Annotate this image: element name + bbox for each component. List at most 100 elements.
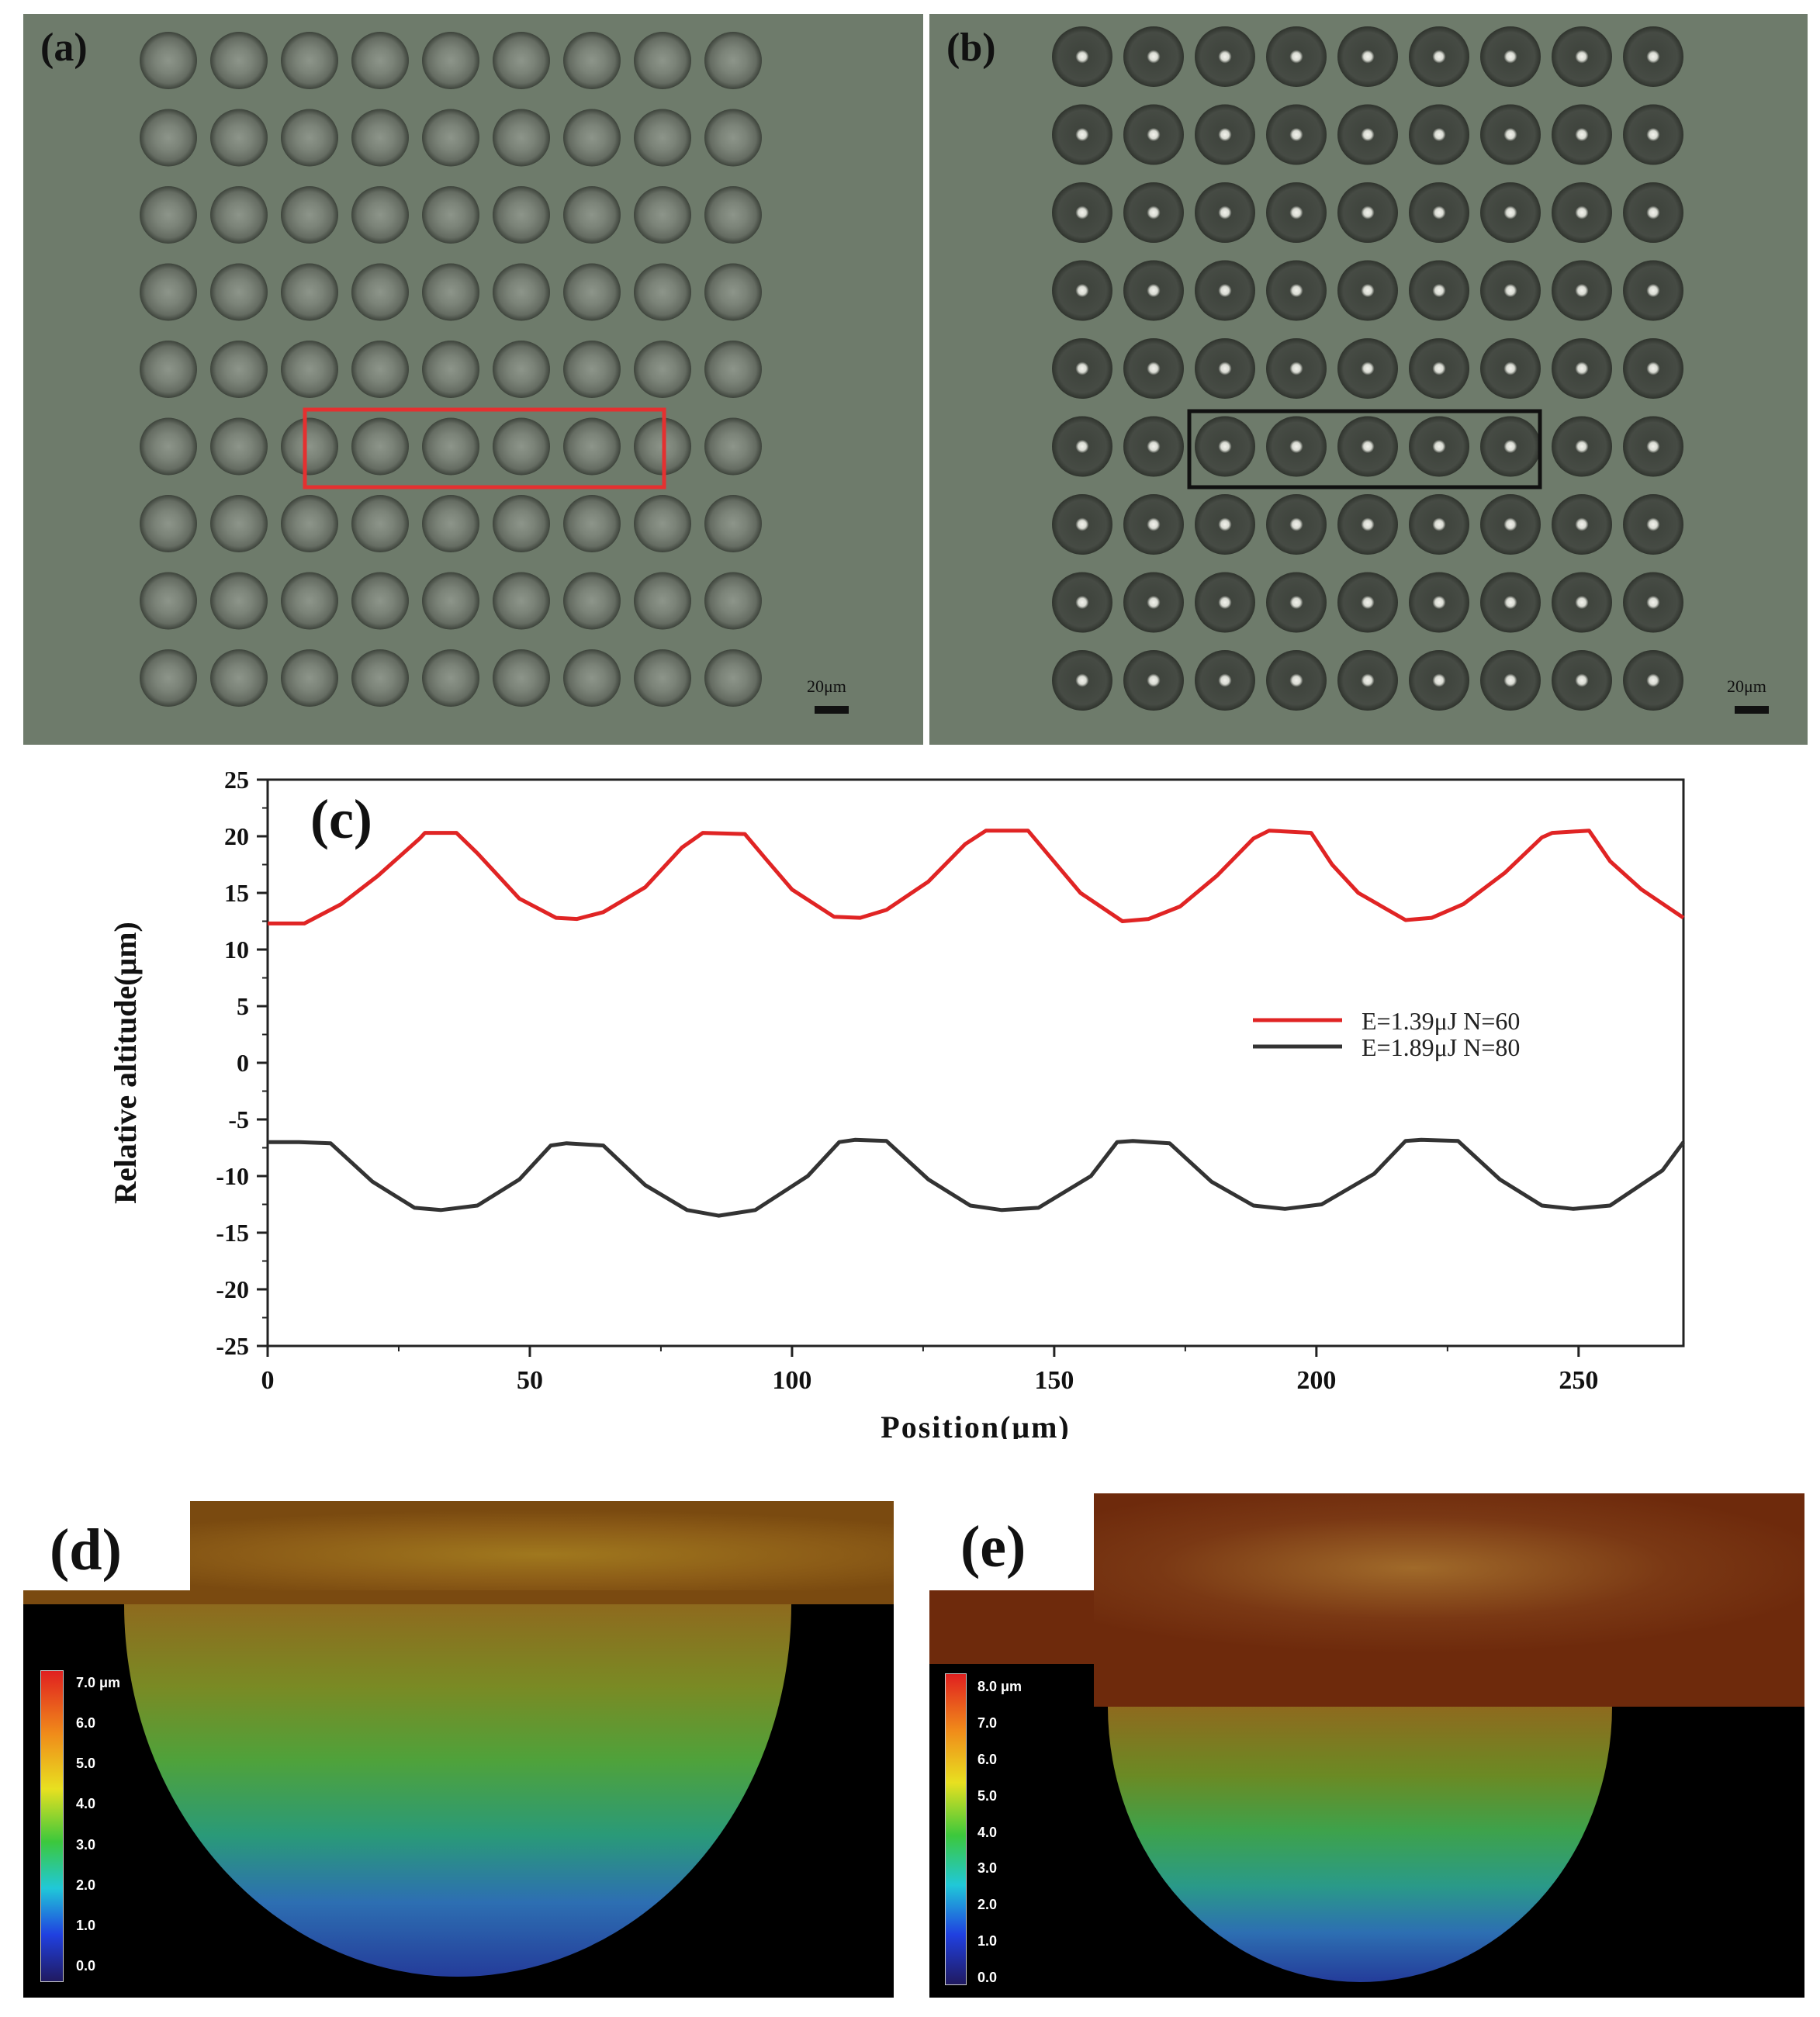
microlens <box>1480 104 1541 165</box>
microlens <box>1409 182 1469 243</box>
scale-bar-a <box>815 706 849 714</box>
microlens <box>281 109 338 167</box>
microlens <box>1409 494 1469 555</box>
microlens <box>563 572 621 630</box>
microlens <box>422 572 479 630</box>
microlens <box>281 341 338 398</box>
microlens <box>1266 260 1327 321</box>
colorbar-tick-label: 6.0 <box>76 1715 96 1732</box>
microlens <box>493 263 550 321</box>
y-tick-label: 0 <box>237 1049 249 1077</box>
microlens <box>210 417 268 476</box>
microlens <box>1552 260 1612 321</box>
colorbar-tick-label: 8.0 μm <box>977 1679 1022 1694</box>
microlens <box>422 649 479 707</box>
microlens <box>493 341 550 398</box>
colorbar-tick-label: 0.0 <box>76 1958 96 1974</box>
microlens-array-a <box>140 32 762 707</box>
microlens <box>1195 572 1255 633</box>
microlens <box>1195 26 1255 87</box>
microlens <box>281 417 338 476</box>
microlens <box>351 32 409 89</box>
microlens <box>351 649 409 707</box>
microlens <box>140 109 197 167</box>
microlens <box>493 572 550 630</box>
y-tick-label: -10 <box>216 1162 249 1190</box>
crater-d <box>124 1604 791 1977</box>
x-tick-label: 150 <box>1034 1366 1074 1395</box>
microlens <box>1266 338 1327 399</box>
y-tick-label: 10 <box>224 936 249 964</box>
y-tick-label: 20 <box>224 822 249 850</box>
y-tick-label: -20 <box>216 1275 249 1303</box>
microlens <box>1052 182 1112 243</box>
microlens <box>493 649 550 707</box>
microlens <box>1409 650 1469 711</box>
colorbar-tick-label: 4.0 <box>977 1824 998 1840</box>
microlens <box>351 417 409 476</box>
microlens <box>1337 104 1398 165</box>
y-tick-label: -15 <box>216 1219 249 1247</box>
microlens <box>1337 26 1398 87</box>
height-map-e: 8.0 μm 7.0 6.0 5.0 4.0 3.0 2.0 1.0 0.0 (e) <box>929 1493 1804 1998</box>
microlens <box>351 572 409 630</box>
microlens <box>1623 416 1683 477</box>
microlens <box>1266 494 1327 555</box>
colorbar-tick-label: 4.0 <box>76 1796 96 1812</box>
microlens <box>422 32 479 89</box>
microlens <box>493 32 550 89</box>
microlens <box>422 495 479 552</box>
microlens <box>1266 572 1327 633</box>
microlens <box>493 186 550 244</box>
x-tick-label: 100 <box>772 1366 811 1395</box>
microlens <box>1337 416 1398 477</box>
microlens <box>634 649 691 707</box>
microlens <box>634 263 691 321</box>
white-corner-e <box>929 1493 1094 1590</box>
microlens <box>1480 338 1541 399</box>
microlens <box>1266 26 1327 87</box>
panel-label-b: (b) <box>946 26 996 70</box>
panel-label-a: (a) <box>40 26 88 70</box>
microlens <box>210 186 268 244</box>
microlens <box>1337 494 1398 555</box>
chart-panel-c: 25 20 15 10 5 0 -5 -10 -15 -20 -25 0 50 100 150 200 250 P… <box>78 756 1784 1439</box>
x-tick-label: 50 <box>517 1366 543 1395</box>
scale-bar-label-b: 20μm <box>1727 676 1766 696</box>
white-corner-d <box>23 1501 190 1598</box>
y-axis-label: Relative altitude(μm) <box>108 922 143 1204</box>
microlens <box>563 32 621 89</box>
rim-band-lower-d <box>23 1590 894 1604</box>
microlens <box>140 649 197 707</box>
microlens <box>704 32 762 89</box>
microlens <box>1195 104 1255 165</box>
microlens <box>1052 338 1112 399</box>
microlens <box>1480 650 1541 711</box>
panel-label-c: (c) <box>310 788 372 850</box>
microlens <box>1123 260 1184 321</box>
microlens <box>493 417 550 476</box>
colorbar-tick-label: 6.0 <box>977 1751 998 1767</box>
microlens <box>1623 182 1683 243</box>
microlens <box>351 263 409 321</box>
microlens <box>634 109 691 167</box>
colorbar-tick-label: 2.0 <box>977 1897 998 1913</box>
microlens <box>1195 416 1255 477</box>
microlens <box>563 341 621 398</box>
microlens <box>1623 104 1683 165</box>
microlens <box>1552 338 1612 399</box>
microlens <box>351 109 409 167</box>
microlens <box>704 341 762 398</box>
microlens <box>281 186 338 244</box>
microlens <box>210 572 268 630</box>
microlens <box>704 109 762 167</box>
x-tick-label: 200 <box>1296 1366 1336 1395</box>
microlens <box>281 572 338 630</box>
microlens <box>563 109 621 167</box>
microlens <box>1123 338 1184 399</box>
microlens <box>140 32 197 89</box>
microlens <box>1123 416 1184 477</box>
microlens <box>140 572 197 630</box>
microlens <box>1623 650 1683 711</box>
microlens <box>351 186 409 244</box>
